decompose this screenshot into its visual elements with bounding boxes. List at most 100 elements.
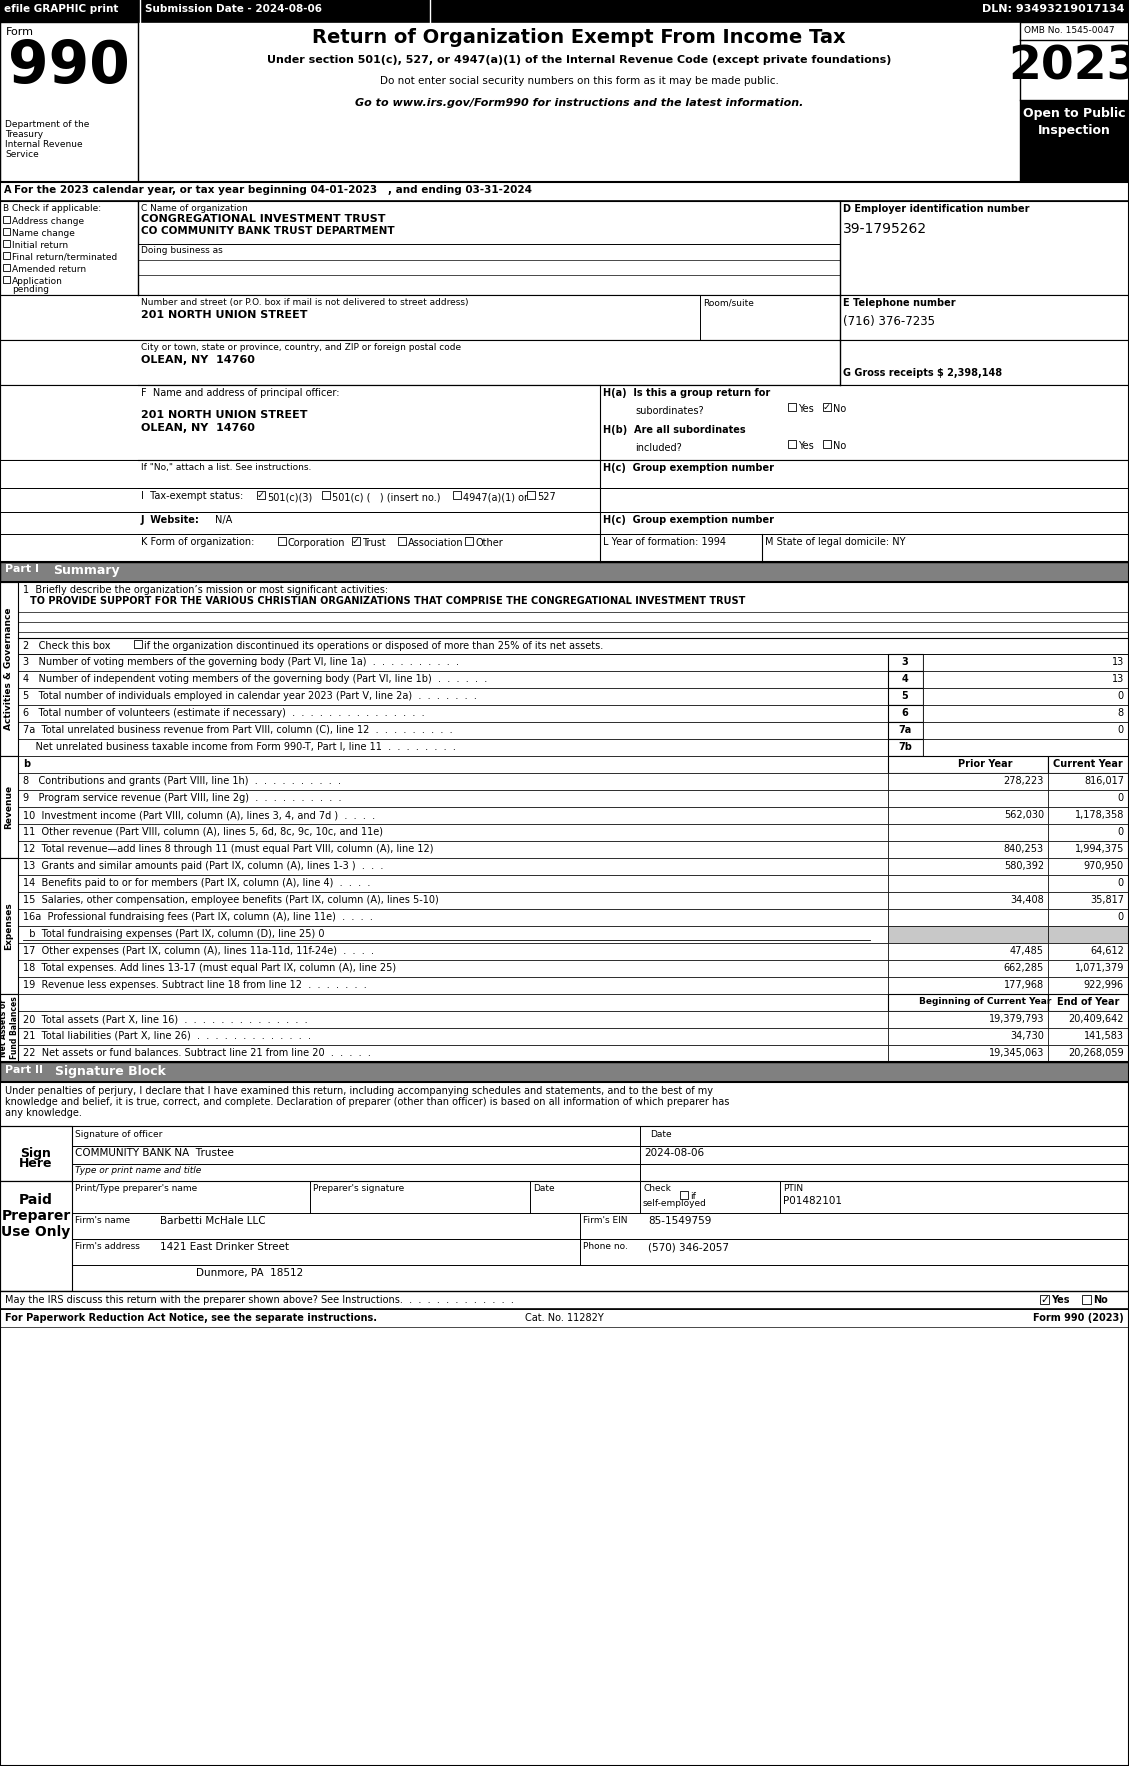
- Text: 5: 5: [902, 691, 909, 701]
- Text: 19  Revenue less expenses. Subtract line 18 from line 12  .  .  .  .  .  .  .: 19 Revenue less expenses. Subtract line …: [23, 980, 367, 991]
- Text: 1,071,379: 1,071,379: [1075, 962, 1124, 973]
- Text: If "No," attach a list. See instructions.: If "No," attach a list. See instructions…: [141, 463, 312, 472]
- Text: 4: 4: [902, 675, 909, 683]
- Bar: [0, 182, 1129, 201]
- Bar: [889, 961, 1048, 977]
- Text: H(a)  Is this a group return for: H(a) Is this a group return for: [603, 389, 770, 397]
- Bar: [1048, 943, 1129, 961]
- Bar: [18, 1028, 889, 1045]
- Bar: [18, 841, 889, 858]
- Bar: [889, 994, 1048, 1010]
- Bar: [889, 1010, 1048, 1028]
- Bar: [18, 977, 889, 994]
- Text: C Name of organization: C Name of organization: [141, 205, 247, 214]
- Bar: [1048, 825, 1129, 841]
- Text: b  Total fundraising expenses (Part IX, column (D), line 25) 0: b Total fundraising expenses (Part IX, c…: [23, 929, 324, 940]
- Bar: [0, 1061, 1129, 1083]
- Text: pending: pending: [12, 284, 49, 293]
- Text: 64,612: 64,612: [1091, 947, 1124, 955]
- Text: Net Assets or
Fund Balances: Net Assets or Fund Balances: [0, 996, 19, 1060]
- Text: 0: 0: [1118, 826, 1124, 837]
- Bar: [0, 1127, 72, 1181]
- Bar: [889, 705, 924, 722]
- Bar: [1048, 874, 1129, 892]
- Text: Open to Public: Open to Public: [1023, 108, 1126, 120]
- Text: 22  Net assets or fund balances. Subtract line 21 from line 20  .  .  .  .  .: 22 Net assets or fund balances. Subtract…: [23, 1047, 370, 1058]
- Bar: [889, 738, 924, 756]
- Bar: [0, 583, 18, 756]
- Text: OLEAN, NY  14760: OLEAN, NY 14760: [141, 424, 255, 433]
- Bar: [0, 21, 138, 182]
- Text: subordinates?: subordinates?: [634, 406, 703, 417]
- Bar: [924, 738, 1129, 756]
- Bar: [889, 825, 1048, 841]
- Text: 16a  Professional fundraising fees (Part IX, column (A), line 11e)  .  .  .  .: 16a Professional fundraising fees (Part …: [23, 911, 373, 922]
- Text: 662,285: 662,285: [1004, 962, 1044, 973]
- Bar: [0, 459, 1129, 487]
- Text: Application: Application: [12, 277, 63, 286]
- Bar: [3, 215, 10, 223]
- Bar: [924, 653, 1129, 671]
- Bar: [1048, 1045, 1129, 1061]
- Text: if: if: [690, 1192, 695, 1201]
- Text: efile GRAPHIC print: efile GRAPHIC print: [5, 4, 119, 14]
- Text: 2   Check this box: 2 Check this box: [23, 641, 111, 652]
- Text: 177,968: 177,968: [1004, 980, 1044, 991]
- Text: Activities & Governance: Activities & Governance: [5, 608, 14, 731]
- Text: Yes: Yes: [798, 404, 814, 413]
- Text: A: A: [5, 185, 11, 194]
- Text: No: No: [1093, 1294, 1108, 1305]
- Bar: [1048, 925, 1129, 943]
- Text: 6: 6: [902, 708, 909, 719]
- Bar: [0, 341, 1129, 385]
- Text: 580,392: 580,392: [1004, 862, 1044, 871]
- Bar: [18, 892, 889, 909]
- Text: 12  Total revenue—add lines 8 through 11 (must equal Part VIII, column (A), line: 12 Total revenue—add lines 8 through 11 …: [23, 844, 434, 855]
- Text: Doing business as: Doing business as: [141, 245, 222, 254]
- Text: Department of the: Department of the: [5, 120, 89, 129]
- Bar: [924, 722, 1129, 738]
- Text: DLN: 93493219017134: DLN: 93493219017134: [981, 4, 1124, 14]
- Bar: [1048, 789, 1129, 807]
- Bar: [0, 385, 1129, 459]
- Bar: [465, 537, 473, 546]
- Bar: [18, 825, 889, 841]
- Bar: [889, 653, 924, 671]
- Text: M State of legal domicile: NY: M State of legal domicile: NY: [765, 537, 905, 547]
- Text: Type or print name and title: Type or print name and title: [75, 1166, 201, 1174]
- Text: self-employed: self-employed: [644, 1199, 707, 1208]
- Text: 501(c)(3): 501(c)(3): [266, 493, 313, 502]
- Text: PTIN: PTIN: [784, 1183, 803, 1194]
- Bar: [18, 671, 889, 689]
- Text: I  Tax-exempt status:: I Tax-exempt status:: [141, 491, 243, 502]
- Text: 8   Contributions and grants (Part VIII, line 1h)  .  .  .  .  .  .  .  .  .  .: 8 Contributions and grants (Part VIII, l…: [23, 775, 341, 786]
- Text: OLEAN, NY  14760: OLEAN, NY 14760: [141, 355, 255, 366]
- Text: Form 990 (2023): Form 990 (2023): [1033, 1312, 1124, 1323]
- Text: 14  Benefits paid to or for members (Part IX, column (A), line 4)  .  .  .  .: 14 Benefits paid to or for members (Part…: [23, 878, 370, 888]
- Text: Expenses: Expenses: [5, 902, 14, 950]
- Bar: [680, 1190, 688, 1199]
- Bar: [3, 228, 10, 235]
- Bar: [18, 925, 889, 943]
- Text: 990: 990: [8, 39, 130, 95]
- Text: 39-1795262: 39-1795262: [843, 223, 927, 237]
- Text: Under section 501(c), 527, or 4947(a)(1) of the Internal Revenue Code (except pr: Under section 501(c), 527, or 4947(a)(1)…: [266, 55, 891, 65]
- Bar: [18, 1010, 889, 1028]
- Text: For the 2023 calendar year, or tax year beginning 04-01-2023   , and ending 03-3: For the 2023 calendar year, or tax year …: [14, 185, 532, 194]
- Text: Go to www.irs.gov/Form990 for instructions and the latest information.: Go to www.irs.gov/Form990 for instructio…: [355, 97, 803, 108]
- Text: 3   Number of voting members of the governing body (Part VI, line 1a)  .  .  .  : 3 Number of voting members of the govern…: [23, 657, 460, 668]
- Bar: [0, 1291, 1129, 1309]
- Bar: [0, 512, 1129, 533]
- Bar: [352, 537, 360, 546]
- Text: 7a  Total unrelated business revenue from Part VIII, column (C), line 12  .  .  : 7a Total unrelated business revenue from…: [23, 726, 453, 735]
- Bar: [18, 961, 889, 977]
- Bar: [1048, 994, 1129, 1010]
- Bar: [18, 689, 889, 705]
- Bar: [823, 403, 831, 411]
- Bar: [322, 491, 330, 500]
- Bar: [453, 491, 461, 500]
- Text: Preparer: Preparer: [1, 1210, 71, 1224]
- Text: any knowledge.: any knowledge.: [5, 1107, 82, 1118]
- Text: ✓: ✓: [823, 403, 831, 411]
- Text: if the organization discontinued its operations or disposed of more than 25% of : if the organization discontinued its ope…: [145, 641, 603, 652]
